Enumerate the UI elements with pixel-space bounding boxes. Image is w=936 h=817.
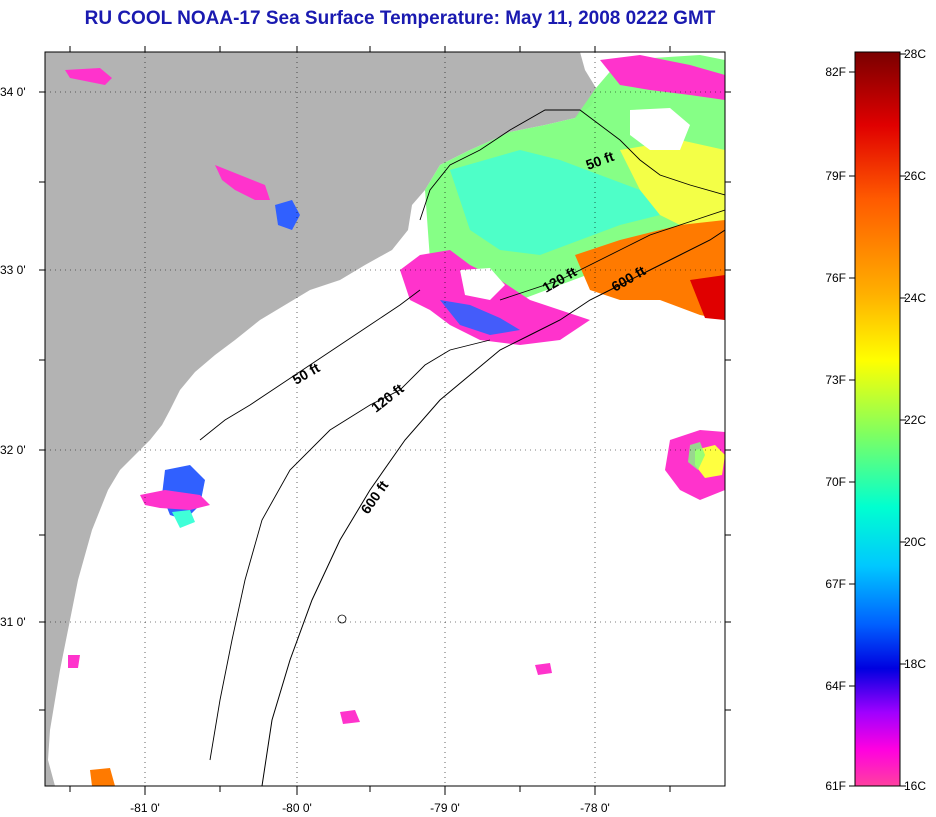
colorbar-f-61: 61F bbox=[825, 779, 846, 793]
sst-patch-south-1 bbox=[535, 663, 552, 675]
sst-blue-band bbox=[440, 300, 520, 335]
depth-contour-line-50ft-north bbox=[419, 109, 725, 221]
lat-label-33: 33 0' bbox=[0, 263, 26, 277]
sst-patch-coast-cyan bbox=[172, 510, 195, 528]
sst-patch-inland-1 bbox=[215, 165, 270, 200]
colorbar-f-79: 79F bbox=[825, 169, 846, 183]
colorbar-c-20: 20C bbox=[904, 535, 926, 549]
colorbar-f-64: 64F bbox=[825, 679, 846, 693]
sst-cloud-white-ne bbox=[630, 108, 690, 150]
sst-cloud-white-east bbox=[600, 305, 725, 345]
colorbar-ticks bbox=[849, 53, 906, 787]
sst-yellow-region bbox=[620, 140, 725, 230]
map-body: 50 ft 120 ft 600 ft 50 ft 120 ft 600 ft bbox=[45, 52, 725, 786]
map-grid bbox=[45, 52, 725, 786]
sst-patch-south-2 bbox=[340, 710, 360, 724]
lon-label-81: -81 0' bbox=[130, 801, 160, 815]
map-title: RU COOL NOAA-17 Sea Surface Temperature:… bbox=[84, 8, 716, 29]
colorbar-c-26: 26C bbox=[904, 169, 926, 183]
map-ticks bbox=[39, 46, 731, 795]
colorbar-c-16: 16C bbox=[904, 779, 926, 793]
lat-label-31: 31 0' bbox=[0, 615, 26, 629]
land bbox=[45, 52, 596, 786]
lon-label-78: -78 0' bbox=[580, 801, 610, 815]
colorbar-f-82: 82F bbox=[825, 65, 846, 79]
lat-label-32: 32 0' bbox=[0, 443, 26, 457]
lon-label-80: -80 0' bbox=[282, 801, 312, 815]
sst-patch-coast-magenta bbox=[140, 490, 210, 510]
sst-red-spot bbox=[690, 275, 725, 320]
sst-patch-nw bbox=[65, 68, 112, 85]
sst-patch-sw bbox=[90, 768, 115, 786]
colorbar-f-73: 73F bbox=[825, 373, 846, 387]
depth-contour-line-600ft bbox=[261, 229, 725, 786]
colorbar-c-28: 28C bbox=[904, 47, 926, 61]
depth-contour-line-120ft-north bbox=[499, 209, 725, 301]
sst-patch-inland-2 bbox=[275, 200, 300, 230]
sst-east-eddy-green bbox=[688, 442, 705, 470]
colorbar-c-22: 22C bbox=[904, 413, 926, 427]
lat-label-34: 34 0' bbox=[0, 85, 26, 99]
colorbar-f-70: 70F bbox=[825, 475, 846, 489]
sst-magenta-band bbox=[400, 250, 590, 345]
sst-cloud-white-mid bbox=[460, 268, 505, 300]
depth-contour-line-50ft-south bbox=[199, 289, 421, 441]
colorbar-c-18: 18C bbox=[904, 657, 926, 671]
colorbar-gradient bbox=[854, 51, 901, 787]
colorbar-f-76: 76F bbox=[825, 271, 846, 285]
sst-magenta-north bbox=[600, 55, 725, 100]
sst-patch-sw-2 bbox=[68, 655, 80, 668]
colorbar-f-67: 67F bbox=[825, 577, 846, 591]
contour-ring bbox=[337, 614, 347, 624]
map-border bbox=[44, 51, 726, 787]
lon-label-79: -79 0' bbox=[430, 801, 460, 815]
sst-cyan-region bbox=[450, 150, 660, 255]
colorbar-c-24: 24C bbox=[904, 291, 926, 305]
